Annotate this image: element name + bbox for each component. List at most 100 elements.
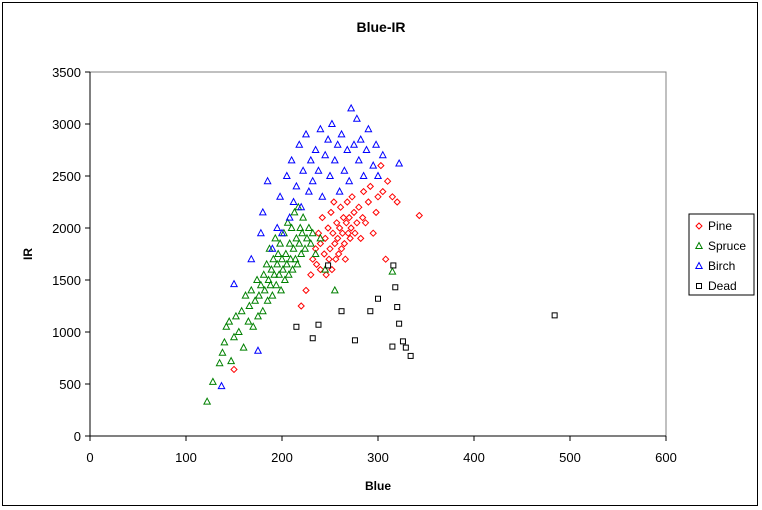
point-pine	[353, 219, 361, 227]
point-spruce	[297, 249, 306, 257]
legend-label-spruce: Spruce	[708, 239, 746, 253]
point-spruce	[302, 233, 311, 242]
point-spruce	[280, 275, 289, 283]
point-birch	[316, 124, 325, 133]
legend-marker-spruce	[694, 241, 704, 249]
point-pine	[345, 213, 353, 222]
point-pine	[364, 198, 373, 206]
point-spruce	[278, 265, 287, 273]
plot-area	[89, 71, 667, 437]
point-spruce	[282, 259, 291, 268]
point-pine	[358, 213, 367, 222]
point-spruce	[244, 317, 253, 325]
point-birch	[340, 166, 349, 174]
point-pine	[379, 187, 387, 196]
y-axis-title: IR	[21, 248, 35, 260]
point-spruce	[227, 356, 236, 365]
point-pine	[312, 260, 321, 269]
point-pine	[339, 213, 348, 222]
point-spruce	[253, 311, 263, 320]
point-spruce	[283, 218, 292, 226]
point-birch	[372, 140, 381, 148]
point-pine	[230, 365, 238, 374]
point-spruce	[237, 306, 246, 315]
point-birch	[306, 155, 315, 164]
point-spruce	[298, 228, 307, 237]
point-spruce	[208, 377, 217, 385]
point-birch	[304, 187, 313, 195]
point-pine	[355, 203, 363, 211]
legend-box	[688, 213, 755, 296]
point-dead	[338, 308, 345, 315]
point-spruce	[229, 332, 239, 341]
point-pine	[415, 211, 423, 220]
point-spruce	[330, 285, 339, 294]
point-pine	[350, 208, 358, 217]
point-pine	[329, 229, 337, 237]
legend-marker-birch	[694, 261, 704, 269]
point-spruce	[293, 259, 302, 268]
point-birch	[273, 223, 282, 231]
point-spruce	[231, 311, 240, 320]
point-spruce	[274, 249, 283, 257]
point-birch	[395, 158, 404, 167]
y-tick-label: 500	[59, 377, 81, 392]
point-pine	[328, 265, 336, 274]
point-spruce	[290, 207, 299, 216]
legend-label-pine: Pine	[708, 219, 732, 233]
axes-layer: 0 100 200 300 400 500 600 0 500 1000 1500 2000 2500 3…	[52, 65, 677, 465]
point-dead	[315, 321, 322, 328]
point-birch	[349, 140, 359, 148]
point-pine	[322, 271, 330, 279]
point-spruce	[292, 233, 301, 242]
x-tick-label: 600	[655, 450, 677, 465]
point-pine	[302, 286, 310, 295]
point-pine	[341, 255, 350, 263]
point-pine	[334, 250, 343, 258]
point-birch	[289, 197, 298, 205]
point-pine	[314, 229, 323, 237]
point-spruce	[277, 254, 287, 263]
point-spruce	[267, 265, 276, 273]
point-birch	[287, 155, 296, 164]
point-birch	[325, 171, 335, 179]
point-dead	[351, 337, 358, 344]
point-spruce	[239, 343, 248, 351]
point-spruce	[284, 270, 293, 278]
point-dead	[367, 308, 374, 315]
point-spruce	[215, 358, 224, 367]
point-spruce	[321, 265, 330, 273]
point-spruce	[225, 317, 234, 325]
point-spruce	[306, 239, 315, 247]
point-birch	[268, 244, 277, 252]
point-birch	[345, 176, 354, 185]
point-birch	[229, 279, 239, 288]
point-pine	[347, 224, 355, 232]
point-birch	[321, 150, 330, 159]
point-birch	[217, 381, 226, 390]
point-spruce	[220, 337, 229, 346]
x-tick-label: 0	[86, 450, 93, 465]
points-layer	[203, 103, 558, 405]
point-dead	[375, 295, 381, 302]
point-pine	[309, 255, 317, 263]
point-spruce	[269, 254, 278, 263]
point-pine	[318, 213, 327, 222]
point-birch	[333, 140, 342, 148]
point-spruce	[270, 270, 279, 278]
point-spruce	[254, 291, 263, 299]
point-dead	[396, 320, 403, 327]
point-pine	[333, 219, 341, 227]
point-birch	[276, 192, 285, 200]
point-birch	[301, 129, 311, 138]
point-dead	[293, 323, 300, 330]
y-tick-label: 2000	[52, 221, 81, 236]
point-pine	[307, 271, 315, 279]
point-birch	[327, 119, 336, 127]
point-birch	[318, 192, 327, 200]
point-pine	[359, 187, 368, 196]
point-spruce	[203, 397, 212, 405]
point-birch	[356, 135, 365, 143]
point-pine	[366, 182, 375, 191]
point-spruce	[251, 296, 260, 304]
